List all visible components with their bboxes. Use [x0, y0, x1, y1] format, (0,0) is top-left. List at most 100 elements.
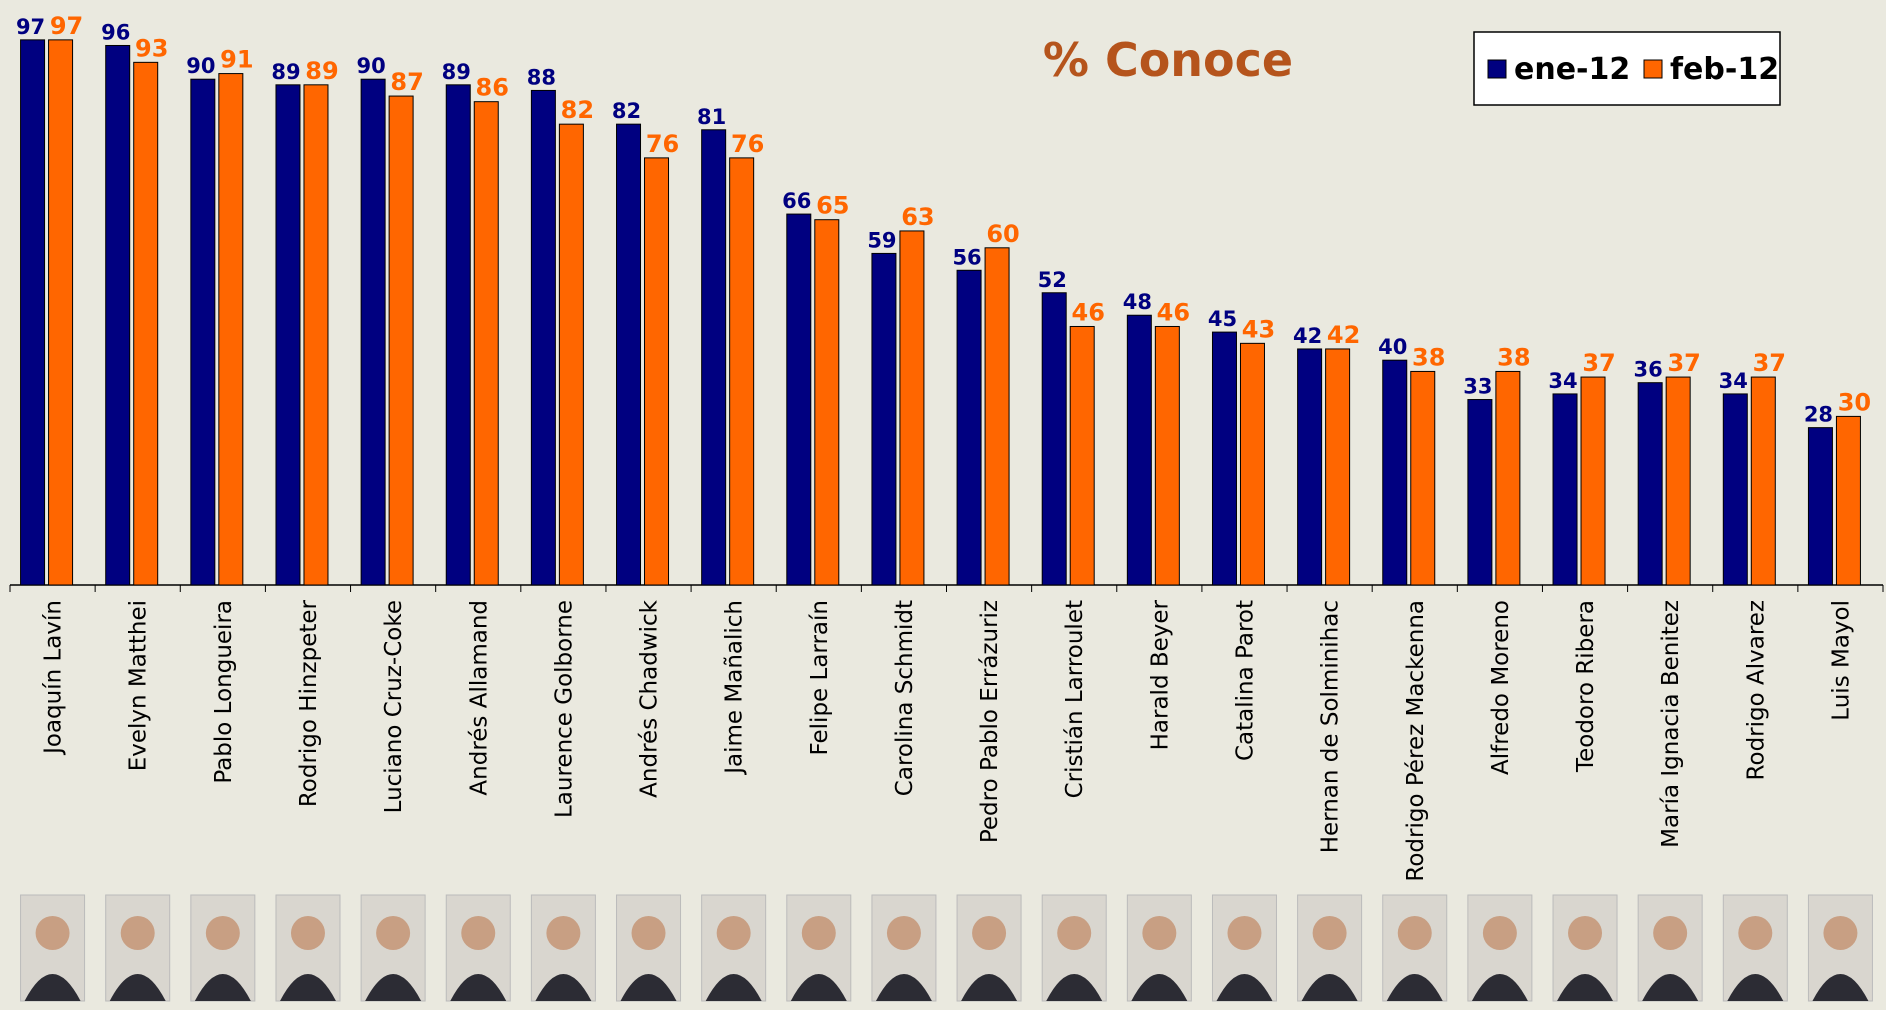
- x-tick-label: María Ignacia Benitez: [1658, 600, 1684, 848]
- bar: [1751, 377, 1775, 585]
- value-label: 38: [1497, 343, 1530, 371]
- legend-label: ene-12: [1514, 52, 1630, 87]
- bar: [474, 102, 498, 585]
- x-tick-label: Rodrigo Pérez Mackenna: [1403, 600, 1429, 882]
- x-tick-label: Felipe Larraín: [807, 600, 833, 755]
- bar: [617, 124, 641, 585]
- x-tick-label: Pablo Longueira: [211, 600, 237, 784]
- portrait-head: [632, 916, 666, 950]
- portrait-head: [121, 916, 155, 950]
- value-label: 89: [442, 60, 471, 84]
- value-label: 46: [1072, 298, 1105, 326]
- bar: [1383, 360, 1407, 585]
- portrait-head: [887, 916, 921, 950]
- bar: [1326, 349, 1350, 585]
- bar: [730, 158, 754, 585]
- value-label: 91: [220, 46, 253, 74]
- bar: [1411, 371, 1435, 585]
- portrait-head: [1738, 916, 1772, 950]
- portrait-head: [802, 916, 836, 950]
- x-tick-label: Harald Beyer: [1147, 599, 1173, 750]
- value-label: 63: [901, 203, 934, 231]
- value-label: 66: [782, 189, 811, 213]
- bar: [446, 85, 470, 585]
- bar: [1070, 326, 1094, 585]
- bar: [1808, 428, 1832, 585]
- value-label: 52: [1038, 268, 1067, 292]
- bar: [1638, 383, 1662, 585]
- x-tick-label: Cristián Larroulet: [1062, 600, 1088, 798]
- bar: [1553, 394, 1577, 585]
- bar: [872, 253, 896, 585]
- value-label: 59: [867, 228, 896, 252]
- portrait-head: [36, 916, 70, 950]
- bar: [1468, 400, 1492, 585]
- x-tick-label: Hernan de Solminihac: [1318, 600, 1344, 853]
- x-tick-label: Teodoro Ribera: [1573, 600, 1599, 773]
- x-tick-label: Rodrigo Hinzpeter: [296, 599, 322, 807]
- bar: [1666, 377, 1690, 585]
- x-tick-label: Carolina Schmidt: [892, 600, 918, 796]
- bar: [361, 79, 385, 585]
- value-label: 42: [1293, 324, 1322, 348]
- bar: [815, 220, 839, 585]
- bar: [1836, 416, 1860, 585]
- bar: [1581, 377, 1605, 585]
- value-label: 82: [612, 99, 641, 123]
- bar: [1298, 349, 1322, 585]
- x-tick-label: Laurence Golborne: [551, 600, 577, 818]
- value-label: 38: [1412, 343, 1445, 371]
- bar: [191, 79, 215, 585]
- value-label: 40: [1378, 335, 1407, 359]
- bar: [787, 214, 811, 585]
- bar: [49, 40, 73, 585]
- value-label: 89: [271, 60, 300, 84]
- chart-title: % Conoce: [1043, 33, 1293, 87]
- x-tick-label: Catalina Parot: [1232, 600, 1258, 761]
- value-label: 30: [1838, 388, 1871, 416]
- value-label: 48: [1123, 290, 1152, 314]
- portrait-head: [1313, 916, 1347, 950]
- bar: [134, 62, 158, 585]
- bar: [389, 96, 413, 585]
- value-label: 42: [1327, 321, 1360, 349]
- value-label: 76: [646, 130, 679, 158]
- value-label: 76: [731, 130, 764, 158]
- value-label: 28: [1804, 403, 1833, 427]
- value-label: 37: [1667, 349, 1700, 377]
- portrait-head: [206, 916, 240, 950]
- portrait-head: [717, 916, 751, 950]
- bar: [645, 158, 669, 585]
- portrait-head: [1653, 916, 1687, 950]
- bar: [1496, 371, 1520, 585]
- bar: [1723, 394, 1747, 585]
- bar: [702, 130, 726, 585]
- portrait-head: [376, 916, 410, 950]
- portrait-head: [1227, 916, 1261, 950]
- x-tick-label: Luis Mayol: [1828, 600, 1854, 721]
- value-label: 90: [186, 54, 215, 78]
- bar: [106, 45, 130, 585]
- bar: [304, 85, 328, 585]
- portrait-head: [1823, 916, 1857, 950]
- value-label: 33: [1463, 375, 1492, 399]
- value-label: 81: [697, 105, 726, 129]
- bar: [957, 270, 981, 585]
- value-label: 89: [305, 57, 338, 85]
- value-label: 87: [390, 68, 423, 96]
- bar: [21, 40, 45, 585]
- x-tick-label: Alfredo Moreno: [1488, 600, 1514, 775]
- bar: [900, 231, 924, 585]
- bar: [531, 90, 555, 585]
- x-tick-label: Luciano Cruz-Coke: [381, 600, 407, 813]
- x-tick-label: Andrés Allamand: [466, 600, 492, 796]
- value-label: 97: [16, 15, 45, 39]
- portrait-head: [1398, 916, 1432, 950]
- value-label: 46: [1157, 298, 1190, 326]
- bar: [219, 74, 243, 585]
- legend-swatch: [1644, 60, 1662, 78]
- bar: [1155, 326, 1179, 585]
- value-label: 82: [561, 96, 594, 124]
- x-tick-label: Evelyn Matthei: [126, 600, 152, 771]
- portrait-head: [461, 916, 495, 950]
